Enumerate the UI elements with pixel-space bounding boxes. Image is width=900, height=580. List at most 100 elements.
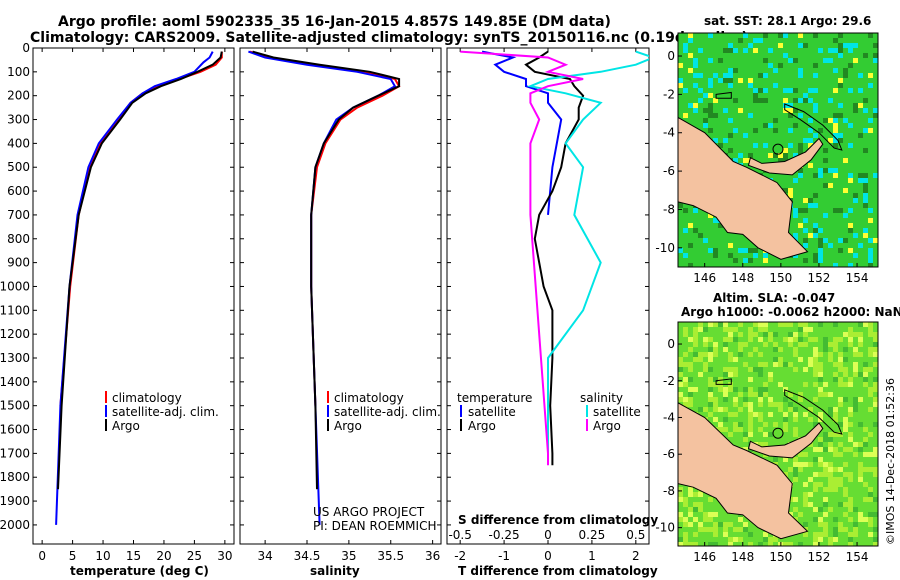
map-cell: [868, 263, 873, 267]
map-cell: [758, 73, 763, 78]
map-cell: [823, 487, 828, 492]
map-cell: [793, 472, 798, 477]
map-cell: [728, 148, 733, 153]
map-cell: [748, 432, 753, 437]
map-cell: [728, 253, 733, 258]
legend-label-satellite: satellite-adj. clim.: [112, 405, 219, 419]
map-cell: [808, 233, 813, 238]
map-cell: [838, 78, 843, 83]
map-cell: [768, 63, 773, 68]
map-cell: [748, 113, 753, 118]
map-cell: [678, 517, 683, 522]
depth-tick-label: 800: [7, 232, 30, 246]
map-cell: [738, 342, 743, 347]
map-cell: [758, 397, 763, 402]
salinity-series: [248, 50, 401, 525]
map-cell: [753, 332, 758, 337]
map-cell: [848, 143, 853, 148]
map-cell: [863, 372, 868, 377]
map-cell: [763, 88, 768, 93]
map-cell: [723, 108, 728, 113]
map-cell: [723, 78, 728, 83]
map-cell: [788, 332, 793, 337]
map-cell: [848, 88, 853, 93]
map-cell: [713, 407, 718, 412]
map-cell: [853, 352, 858, 357]
map-cell: [873, 342, 878, 347]
map-cell: [828, 407, 833, 412]
map-cell: [703, 118, 708, 123]
map-cell: [833, 48, 838, 53]
map-cell: [693, 532, 698, 537]
map-cell: [848, 472, 853, 477]
map-cell: [808, 502, 813, 507]
map-cell: [713, 527, 718, 532]
map-cell: [828, 168, 833, 173]
map-cell: [863, 367, 868, 372]
map-cell: [833, 377, 838, 382]
map-cell: [783, 53, 788, 58]
map-cell: [713, 98, 718, 103]
map-cell: [868, 33, 873, 38]
depth-tick-label: 300: [7, 113, 30, 127]
map-cell: [848, 422, 853, 427]
map-cell: [683, 397, 688, 402]
map-cell: [833, 417, 838, 422]
map-cell: [828, 357, 833, 362]
map-cell: [813, 33, 818, 38]
map-cell: [848, 332, 853, 337]
map-cell: [743, 402, 748, 407]
map-cell: [708, 58, 713, 63]
difference-xlabel: T difference from climatology: [458, 564, 658, 578]
legend-label-t-satellite: satellite: [468, 405, 516, 419]
map-cell: [793, 417, 798, 422]
map-cell: [863, 108, 868, 113]
map-cell: [708, 542, 713, 546]
map-cell: [728, 337, 733, 342]
map-cell: [783, 148, 788, 153]
map-cell: [803, 502, 808, 507]
sst-map: [678, 33, 878, 267]
map-cell: [823, 462, 828, 467]
map-cell: [773, 83, 778, 88]
x-tick-label: -1: [498, 549, 510, 563]
map-cell: [688, 487, 693, 492]
map-cell: [788, 322, 793, 327]
map-cell: [798, 143, 803, 148]
map-cell: [818, 128, 823, 133]
map-cell: [833, 133, 838, 138]
imos-credit: ©IMOS 14-Dec-2018 01:52:36: [884, 378, 897, 545]
map-cell: [723, 337, 728, 342]
map-cell: [748, 412, 753, 417]
map-cell: [808, 203, 813, 208]
map-cell: [818, 457, 823, 462]
map-cell: [798, 462, 803, 467]
map-cell: [868, 517, 873, 522]
map-cell: [813, 258, 818, 263]
map-cell: [828, 477, 833, 482]
map-cell: [678, 397, 683, 402]
map-cell: [713, 113, 718, 118]
map-cell: [748, 337, 753, 342]
map-cell: [688, 387, 693, 392]
map-cell: [863, 178, 868, 183]
map-cell: [693, 103, 698, 108]
map-cell: [833, 372, 838, 377]
map-cell: [843, 357, 848, 362]
map-cell: [678, 542, 683, 546]
map-cell: [788, 542, 793, 546]
map-cell: [733, 372, 738, 377]
map-cell: [778, 63, 783, 68]
map-cell: [723, 407, 728, 412]
map-cell: [828, 437, 833, 442]
map-cell: [848, 263, 853, 267]
map-cell: [818, 482, 823, 487]
map-cell: [698, 88, 703, 93]
map-cell: [693, 332, 698, 337]
map-cell: [733, 367, 738, 372]
map-cell: [758, 367, 763, 372]
x-tick-label: 5: [69, 549, 77, 563]
map-cell: [818, 48, 823, 53]
map-cell: [698, 527, 703, 532]
profile-location-marker: [772, 427, 784, 439]
